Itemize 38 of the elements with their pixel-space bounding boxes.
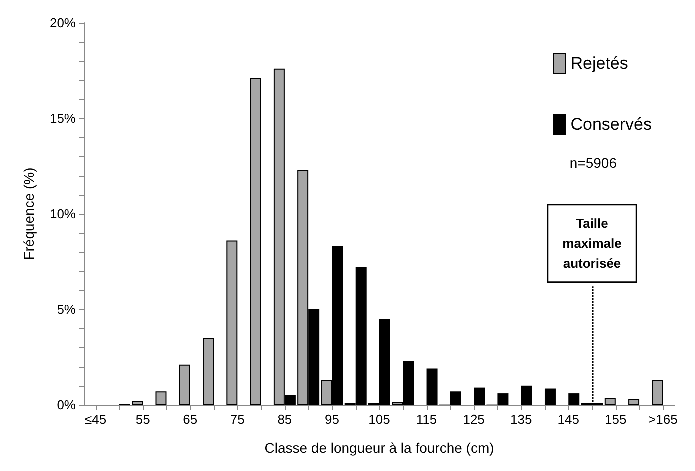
bar xyxy=(498,394,509,405)
ref-line-label: Taille maximale autorisée xyxy=(562,216,622,272)
x-tick-label: 145 xyxy=(558,412,580,427)
bar xyxy=(179,364,190,405)
bar xyxy=(521,386,532,405)
x-tick-label: 95 xyxy=(324,412,340,427)
legend-label: Conservés xyxy=(570,115,652,134)
y-tick-label: 20% xyxy=(50,16,76,30)
bar xyxy=(450,392,462,405)
bar xyxy=(156,392,167,405)
legend-label: Rejetés xyxy=(570,54,628,73)
x-tick-label: 55 xyxy=(136,412,150,427)
bar xyxy=(544,388,556,405)
bar xyxy=(474,388,486,405)
bar xyxy=(203,338,214,405)
x-axis-title: Classe de longueur à la fourche (cm) xyxy=(264,440,494,456)
y-tick-label: 0% xyxy=(57,398,76,412)
bar xyxy=(426,368,438,405)
x-tick-label: 135 xyxy=(510,412,532,427)
x-tick-label: 125 xyxy=(463,412,485,427)
bar xyxy=(652,380,664,405)
y-tick-label: 5% xyxy=(57,302,76,317)
x-tick-label: 65 xyxy=(183,412,198,427)
y-axis-title: Fréquence (%) xyxy=(21,168,37,260)
y-tick-label: 10% xyxy=(50,206,76,222)
x-tick-label: 85 xyxy=(278,412,292,427)
bar xyxy=(250,78,262,405)
annotation: n=5906 xyxy=(570,155,618,171)
x-tick-label: ≤45 xyxy=(85,412,107,427)
x-tick-label: 155 xyxy=(605,412,627,427)
bar xyxy=(628,399,640,405)
bar xyxy=(568,394,580,405)
x-tick-label: 105 xyxy=(368,412,390,427)
y-tick-label: 15% xyxy=(50,111,76,126)
bar xyxy=(226,240,238,405)
x-tick-label: 115 xyxy=(416,412,438,427)
x-tick-label: >165 xyxy=(648,412,678,427)
x-tick-label: 75 xyxy=(230,412,245,427)
